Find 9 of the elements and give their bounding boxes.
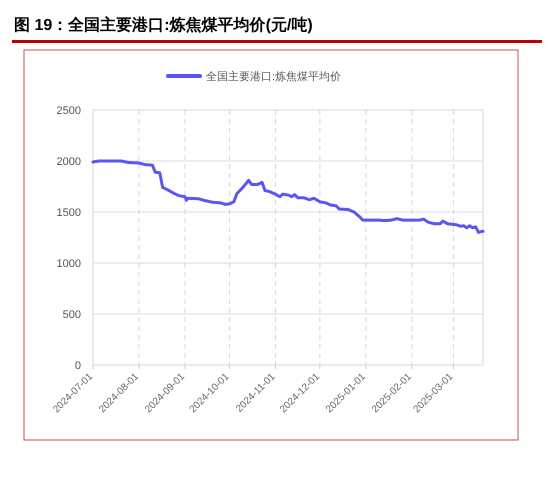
y-tick-label: 1000 (56, 258, 81, 270)
line-series (92, 160, 484, 234)
y-tick-label: 2000 (56, 156, 81, 168)
chart-title: 图 19：全国主要港口:炼焦煤平均价(元/吨) (14, 15, 313, 34)
legend-label: 全国主要港口:炼焦煤平均价 (206, 70, 342, 83)
y-tick-label: 0 (74, 360, 81, 372)
y-tick-label: 1500 (56, 207, 81, 219)
y-tick-label: 500 (62, 309, 81, 321)
y-tick-label: 2500 (56, 105, 81, 117)
